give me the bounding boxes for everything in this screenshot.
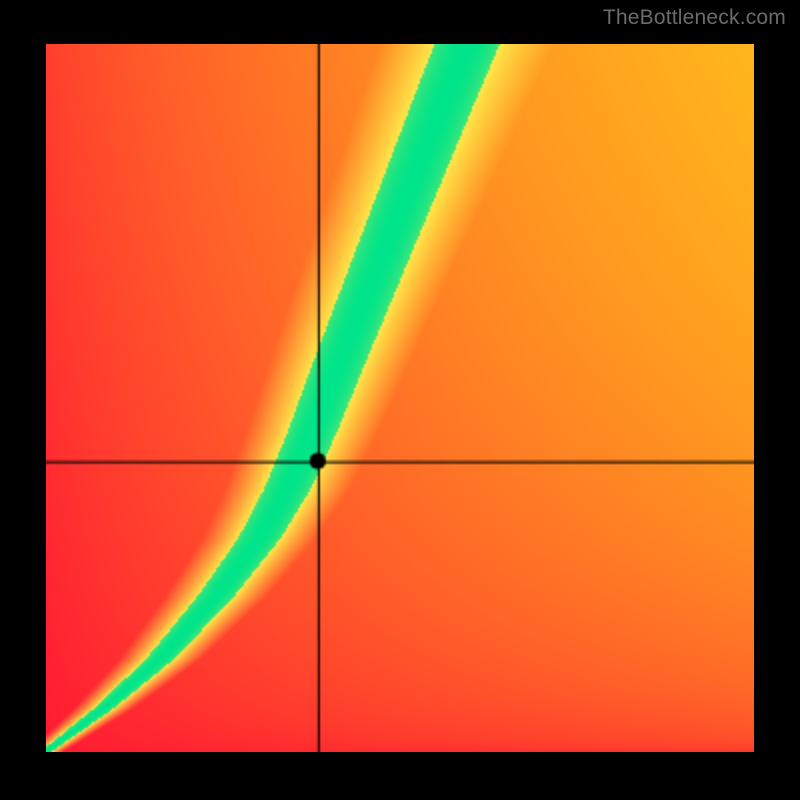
watermark-text: TheBottleneck.com [603,6,786,30]
figure-container: TheBottleneck.com [0,0,800,800]
plot-area [46,44,754,752]
heatmap-canvas [46,44,754,752]
